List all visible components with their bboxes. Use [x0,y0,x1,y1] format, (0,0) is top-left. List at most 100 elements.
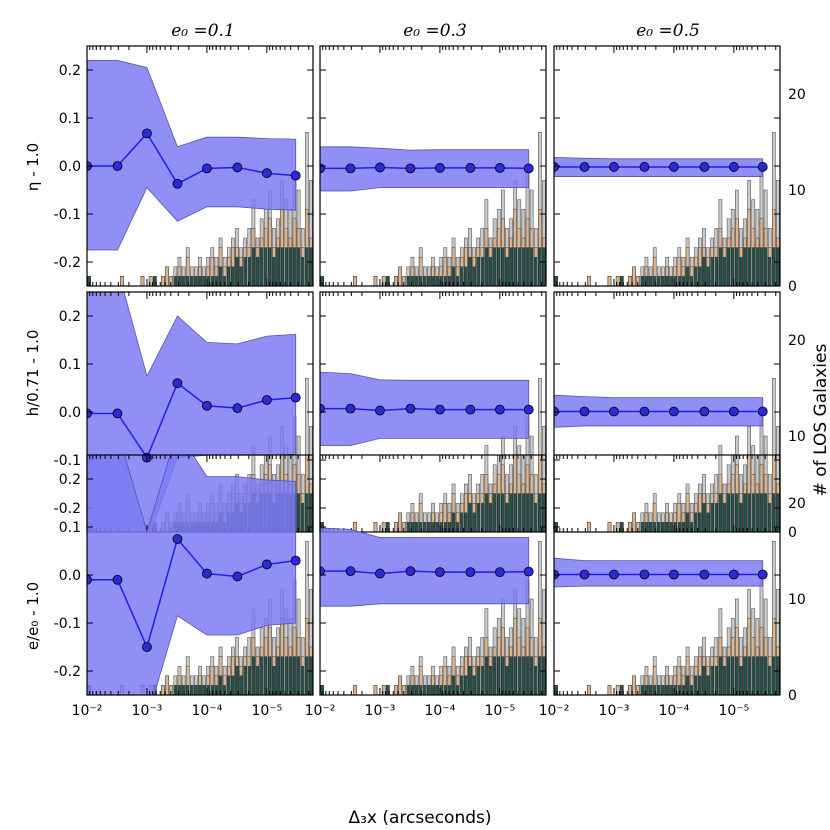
hist-bar-low [648,685,653,695]
hist-bar-low [292,656,297,695]
hist-bar-low [747,656,751,695]
hist-bar-low [488,665,493,695]
hist-bar-low [501,247,505,286]
hist-bar-low [718,247,723,286]
hist-bar-mid [677,665,682,695]
hist-bar-low [739,665,743,695]
hist-bar-low [422,522,427,532]
hist-bar-mid [161,685,165,695]
x-tick-label: 10⁻² [539,703,570,719]
hist-bar-low [435,522,439,532]
hist-bar-low [296,656,301,695]
x-tick-label: 10⁻⁴ [424,703,455,719]
hist-bar-low [476,502,481,532]
data-point [494,567,505,578]
hist-bar-mid [587,685,591,695]
data-point [435,163,445,173]
data-point [290,392,301,403]
hist-bar-low [652,522,657,532]
hist-bar-low [726,247,731,286]
hist-bar-low [776,656,780,695]
y-tick-label: -0.2 [54,501,81,517]
hist-bar-mid [636,522,641,532]
hist-tick-label: 10 [788,183,806,199]
x-tick-label: 10⁻⁴ [658,703,689,719]
hist-bar-mid [652,665,657,695]
hist-bar-low [689,685,694,695]
hist-bar-low [747,247,751,286]
series-line [87,537,296,650]
hist-bar-low [542,656,546,695]
hist-bar-low [542,247,546,286]
hist-bar-low [239,266,243,286]
hist-bar-low [702,665,706,695]
hist-bar-low [243,665,248,695]
hist-bar-mid [353,522,357,532]
row-label-3: e/e₀ - 1.0 [24,582,42,650]
hist-bar-low [255,256,260,286]
hist-bar-low [226,675,231,695]
hist-bar-low [669,685,673,695]
hist-bar-mid [185,256,190,286]
hist-bar-mid [394,685,398,695]
hist-bar-low [735,493,739,532]
hist-bar-mid [615,522,620,532]
hist-bar-mid [381,685,386,695]
hist-bar-low [455,522,460,532]
hist-bar-mid [210,256,215,286]
hist-bar-low [410,685,415,695]
hist-bar-low [198,685,202,695]
hist-bar-low [292,247,297,286]
data-point [345,163,356,174]
hist-bar-mid [418,502,423,532]
hist-bar-mid [628,522,632,532]
y-tick-label: -0.2 [54,255,81,271]
hist-bar-low [767,502,772,532]
hist-bar-mid [587,276,591,286]
hist-bar-low [640,276,645,286]
hist-bar-low [730,493,735,532]
x-axis-label: Δ₃x (arcseconds) [348,808,491,828]
hist-bar-low [276,656,280,695]
hist-bar-low [681,522,686,532]
hist-bar-low [255,665,260,695]
hist-bar-low [763,656,768,695]
hist-bar-low [309,247,313,286]
data-point [405,403,416,414]
hist-bar-low [538,493,542,532]
data-point [435,404,445,415]
data-point [112,574,123,585]
panel-r3-c3: 10⁻² 10⁻³ 10⁻⁴ 10⁻⁵ 20 10 0 [539,454,806,719]
error-band [554,557,764,588]
series-line [87,132,296,185]
hist-bar-low [305,493,309,532]
hist-bar-low [464,266,468,286]
hist-bar-low [414,685,419,695]
hist-bar-low [722,665,727,695]
hist-bar-low [743,247,747,286]
panel-r1-c3: 20 10 0 [553,45,806,295]
data-point [639,569,650,580]
hist-bar-low [735,247,739,286]
data-point [87,574,92,585]
hist-tick-label: 20 [788,333,806,349]
data-point [320,403,325,414]
hist-bar-low [698,675,702,695]
hist-bar-low [525,656,530,695]
hist-bar-mid [632,512,636,532]
hist-bar-low [710,665,715,695]
hist-bar-low [735,656,739,695]
hist-bar-low [763,493,768,532]
hist-bar-low [476,665,481,695]
x-tick-label: 10⁻³ [599,703,630,719]
hist-bar-low [300,665,305,695]
data-point [202,568,212,579]
hist-bar-low [509,493,513,532]
hist-bar-low [656,685,661,695]
hist-bar-low [243,256,248,286]
hist-bar-low [521,493,526,532]
hist-bar-low [464,512,468,532]
hist-bar-mid [120,276,124,286]
hist-bar-mid [652,502,657,532]
data-point [232,403,243,414]
